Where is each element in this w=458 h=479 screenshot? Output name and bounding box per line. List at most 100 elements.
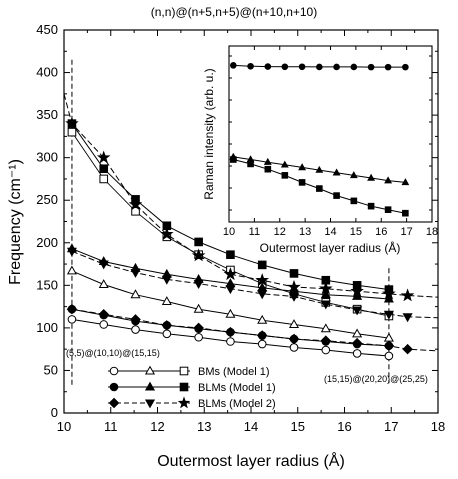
data-point xyxy=(288,292,300,302)
legend-label-blms-model1: BLMs (Model 1) xyxy=(198,382,276,394)
data-point xyxy=(383,310,394,320)
data-point xyxy=(400,288,415,302)
data-point xyxy=(65,116,79,130)
data-point xyxy=(257,290,268,300)
data-point xyxy=(131,325,140,334)
inset-data-point xyxy=(350,197,358,205)
data-point xyxy=(402,343,413,355)
x-axis-title: Outermost layer radius (Å) xyxy=(157,451,345,470)
inset-data-point xyxy=(316,63,323,71)
data-point xyxy=(383,340,395,352)
y-tick-label: 250 xyxy=(36,192,58,207)
inset-series-group xyxy=(229,62,410,217)
inset-x-tick-label: 15 xyxy=(350,226,362,238)
annotation-left: (5,5)@(10,10)@(15,15) xyxy=(66,348,160,358)
inset-x-tick-label: 11 xyxy=(249,226,260,238)
x-tick-label: 15 xyxy=(291,419,305,434)
inset-data-point xyxy=(384,206,392,213)
x-tick-label: 11 xyxy=(104,419,118,434)
inset-data-point xyxy=(281,63,289,71)
data-point xyxy=(320,323,331,333)
inset-data-point xyxy=(264,165,272,173)
inset-frame xyxy=(228,45,433,223)
x-tick-label: 17 xyxy=(384,419,398,434)
inset-x-tick-label: 14 xyxy=(324,226,336,238)
legend-marker xyxy=(179,382,189,392)
legend-marker xyxy=(179,366,189,376)
data-point xyxy=(288,333,300,345)
data-point xyxy=(255,273,270,287)
data-point xyxy=(160,227,174,241)
data-point xyxy=(226,250,235,259)
x-tick-label: 12 xyxy=(150,419,164,434)
inset-x-tick-label: 12 xyxy=(274,226,286,238)
data-point xyxy=(161,320,173,331)
legend-label-blms-model2: BLMs (Model 2) xyxy=(198,398,276,410)
data-point xyxy=(66,247,77,257)
data-point xyxy=(352,328,363,338)
data-point xyxy=(352,290,363,300)
inset-data-point xyxy=(384,63,392,71)
data-point xyxy=(289,269,299,278)
legend-marker xyxy=(144,381,156,391)
data-point xyxy=(66,265,77,275)
data-point xyxy=(128,197,143,211)
inset-data-point xyxy=(230,156,237,163)
legend-marker xyxy=(144,365,156,375)
data-point xyxy=(193,303,204,313)
data-point xyxy=(350,284,364,298)
y-tick-label: 150 xyxy=(36,277,58,292)
legend-marker xyxy=(108,397,120,409)
inset-data-point xyxy=(298,63,306,71)
inset-data-point xyxy=(316,185,323,192)
y-axis-title: Frequency (cm⁻¹) xyxy=(7,159,24,285)
inset-data-point xyxy=(247,62,254,70)
y-tick-label: 400 xyxy=(36,65,58,80)
data-point xyxy=(257,339,267,349)
data-point xyxy=(402,313,413,323)
x-tick-label: 10 xyxy=(57,419,71,434)
inset-data-point xyxy=(367,173,376,181)
inset-data-point xyxy=(281,172,289,179)
data-point xyxy=(287,279,301,293)
inset-data-point xyxy=(401,178,410,186)
data-point xyxy=(130,314,141,325)
data-point xyxy=(67,127,77,137)
inset-data-point xyxy=(280,160,289,168)
data-point xyxy=(193,280,204,290)
data-point xyxy=(130,289,141,299)
data-point xyxy=(351,337,363,349)
y-tick-label: 200 xyxy=(36,235,58,250)
data-point xyxy=(225,285,236,295)
data-point xyxy=(383,293,394,303)
y-tick-label: 300 xyxy=(36,150,58,165)
y-tick-label: 450 xyxy=(36,22,58,37)
inset-y-axis-title: Raman intensity (arb. u.) xyxy=(202,68,216,199)
inset-x-axis-title: Outermost layer radius (Å) xyxy=(260,240,401,255)
inset-data-point xyxy=(402,209,409,217)
inset-data-point xyxy=(298,179,306,186)
x-tick-label: 13 xyxy=(197,419,211,434)
inset-data-point xyxy=(247,160,254,168)
x-tick-label: 16 xyxy=(337,419,351,434)
inset-data-point xyxy=(264,63,272,70)
data-point xyxy=(257,260,267,270)
data-point xyxy=(225,326,236,338)
legend-marker xyxy=(144,399,156,409)
series-line xyxy=(63,93,439,298)
data-point xyxy=(352,349,362,358)
data-point xyxy=(225,308,236,318)
data-point xyxy=(223,267,238,281)
data-point xyxy=(352,306,363,316)
data-point xyxy=(321,345,331,355)
legend-marker xyxy=(109,382,119,392)
legend: BMs (Model 1) BLMs (Model 1) BLMs (Model… xyxy=(108,365,276,410)
data-point xyxy=(320,289,331,299)
inset-data-point xyxy=(263,157,272,165)
inset-chart: 10 11 12 13 14 15 16 17 18 Outermost layer radiu… xyxy=(202,45,438,255)
data-point xyxy=(99,320,109,329)
data-point xyxy=(161,296,172,305)
y-tick-label: 350 xyxy=(36,107,58,122)
data-point xyxy=(382,286,396,300)
